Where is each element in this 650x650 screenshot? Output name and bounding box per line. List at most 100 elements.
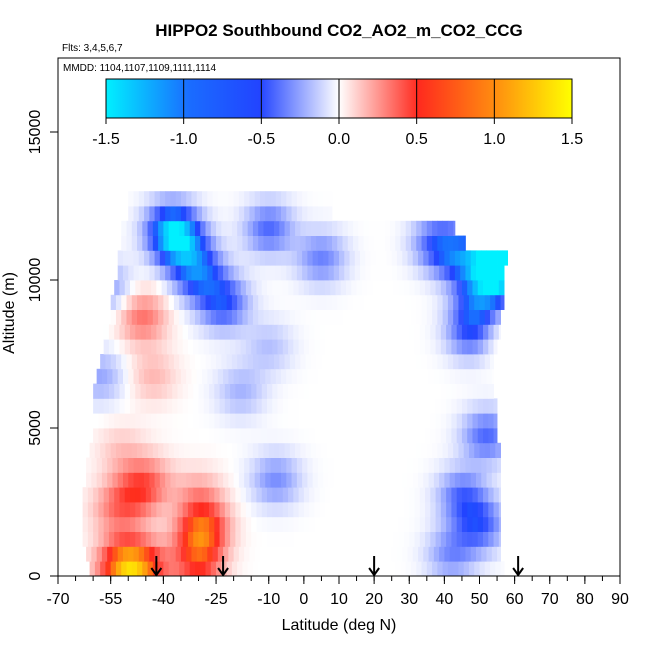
heatmap-cell xyxy=(152,309,159,325)
heatmap-cell xyxy=(493,413,498,429)
heatmap-cell xyxy=(168,561,175,577)
heatmap-cell xyxy=(319,339,326,355)
heatmap-cell xyxy=(353,354,359,370)
heatmap-cell xyxy=(238,265,245,281)
heatmap-cell xyxy=(161,531,168,547)
heatmap-cell xyxy=(398,531,405,547)
heatmap-cell xyxy=(460,265,466,281)
heatmap-cell xyxy=(465,472,472,488)
heatmap-cell xyxy=(175,191,182,207)
heatmap-cell xyxy=(470,265,477,281)
heatmap-cell xyxy=(163,442,170,458)
heatmap-cell xyxy=(396,457,403,473)
heatmap-cell xyxy=(187,502,194,518)
heatmap-cell xyxy=(117,546,124,562)
heatmap-cell xyxy=(119,398,126,414)
heatmap-cell xyxy=(219,324,226,340)
heatmap-cell xyxy=(461,531,468,547)
heatmap-cell xyxy=(398,428,405,444)
heatmap-cell xyxy=(135,428,141,444)
heatmap-cell xyxy=(363,220,370,236)
heatmap-cell xyxy=(303,531,310,547)
x-tick-label: 0 xyxy=(299,591,308,608)
heatmap-cell xyxy=(226,309,233,325)
heatmap-cell xyxy=(402,368,408,384)
heatmap-cell xyxy=(403,280,410,296)
heatmap-cell xyxy=(477,413,484,429)
heatmap-cell xyxy=(124,324,131,340)
heatmap-cell xyxy=(144,206,150,222)
colorbar-tick-label: -0.5 xyxy=(248,131,276,148)
heatmap-cell xyxy=(237,354,243,370)
heatmap-cell xyxy=(266,502,273,518)
heatmap-cell xyxy=(286,546,292,562)
heatmap-cell xyxy=(467,413,473,429)
heatmap-cell xyxy=(82,531,89,547)
heatmap-cell xyxy=(477,280,484,296)
heatmap-cell xyxy=(361,487,368,503)
heatmap-cell xyxy=(337,442,343,458)
heatmap-cell xyxy=(309,383,315,399)
heatmap-cell xyxy=(131,309,138,325)
heatmap-cell xyxy=(395,354,401,370)
heatmap-cell xyxy=(212,457,219,473)
heatmap-cell xyxy=(172,502,178,518)
heatmap-cell xyxy=(324,428,331,444)
heatmap-cell xyxy=(82,487,89,503)
heatmap-cell xyxy=(488,516,494,532)
heatmap-cell xyxy=(468,294,475,310)
heatmap-cell xyxy=(166,531,173,547)
heatmap-cell xyxy=(224,531,231,547)
heatmap-cell xyxy=(124,487,131,503)
heatmap-cell xyxy=(210,294,217,310)
heatmap-cell xyxy=(251,487,257,503)
heatmap-cell xyxy=(324,280,331,296)
heatmap-cell xyxy=(310,561,317,577)
heatmap-cell xyxy=(400,220,407,236)
heatmap-cell xyxy=(409,487,415,503)
heatmap-cell xyxy=(212,368,219,384)
heatmap-cell xyxy=(298,516,305,532)
heatmap-cell xyxy=(300,309,307,325)
heatmap-cell xyxy=(187,413,194,429)
heatmap-cell xyxy=(331,442,338,458)
heatmap-cell xyxy=(205,309,212,325)
heatmap-cell xyxy=(416,561,422,577)
heatmap-cell xyxy=(293,339,300,355)
heatmap-cell xyxy=(295,235,301,251)
profile-arrow-head xyxy=(150,567,163,577)
heatmap-cell xyxy=(382,280,389,296)
heatmap-cell xyxy=(193,428,199,444)
heatmap-cell xyxy=(281,472,287,488)
heatmap-cell xyxy=(87,487,94,503)
heatmap-cell xyxy=(377,428,384,444)
heatmap-cell xyxy=(305,442,312,458)
heatmap-cell xyxy=(288,502,294,518)
heatmap-cell xyxy=(265,250,271,266)
heatmap-cell xyxy=(256,398,263,414)
heatmap-cell xyxy=(395,235,401,251)
heatmap-cell xyxy=(235,398,242,414)
heatmap-cell xyxy=(172,280,178,296)
heatmap-cell xyxy=(330,280,336,296)
heatmap-cell xyxy=(472,502,479,518)
heatmap-cell xyxy=(370,368,377,384)
heatmap-cell xyxy=(367,502,373,518)
heatmap-cell xyxy=(282,487,289,503)
heatmap-cell xyxy=(353,561,359,577)
heatmap-cell xyxy=(298,324,305,340)
heatmap-cell xyxy=(247,235,254,251)
heatmap-cell xyxy=(351,398,357,414)
heatmap-cell xyxy=(402,265,408,281)
heatmap-cell xyxy=(214,487,220,503)
heatmap-cell xyxy=(242,294,249,310)
heatmap-cell xyxy=(98,398,105,414)
heatmap-cell xyxy=(258,235,264,251)
heatmap-cell xyxy=(221,235,227,251)
heatmap-cell xyxy=(451,398,458,414)
heatmap-cell xyxy=(388,383,394,399)
heatmap-cell xyxy=(344,546,350,562)
heatmap-cell xyxy=(184,235,191,251)
heatmap-cell xyxy=(335,324,342,340)
